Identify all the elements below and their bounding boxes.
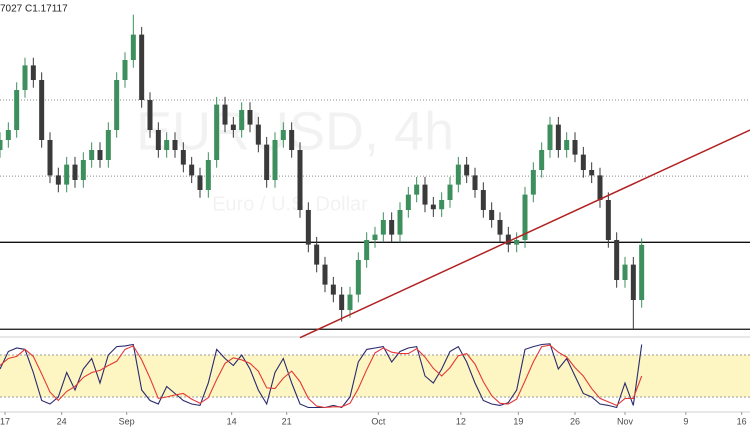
- candle-body: [605, 200, 611, 240]
- x-tick-label: 21: [282, 416, 292, 426]
- candle-body: [164, 140, 170, 150]
- candle-body: [447, 184, 453, 200]
- x-tick-label: 14: [227, 416, 237, 426]
- candle-body: [97, 150, 103, 160]
- candle-body: [455, 164, 461, 185]
- candle-body: [297, 150, 303, 210]
- oscillator-line: [0, 344, 643, 409]
- candle-body: [539, 150, 545, 170]
- candle-body: [589, 170, 595, 176]
- candle-body: [472, 175, 478, 190]
- candle-body: [105, 130, 111, 160]
- x-tick-label: Nov: [617, 416, 634, 426]
- candle-body: [505, 234, 511, 245]
- candle-body: [155, 130, 161, 150]
- candle-body: [47, 140, 53, 176]
- candle-body: [380, 220, 386, 235]
- x-tick-label: Sep: [119, 416, 135, 426]
- candle-body: [555, 124, 561, 150]
- candle-body: [289, 130, 295, 150]
- candle-body: [622, 264, 628, 280]
- candle-body: [214, 104, 220, 160]
- candle-body: [80, 160, 86, 180]
- x-tick-label: 17: [0, 416, 10, 426]
- candle-body: [580, 154, 586, 170]
- candle-body: [639, 244, 645, 300]
- candle-body: [405, 194, 411, 210]
- candle-body: [255, 124, 261, 145]
- candle-body: [114, 80, 120, 130]
- candle-body: [414, 184, 420, 195]
- trend-line: [299, 129, 750, 339]
- candle-body: [372, 234, 378, 240]
- candle-body: [72, 164, 78, 180]
- candle-body: [397, 210, 403, 235]
- candle-body: [480, 190, 486, 210]
- candle-body: [239, 110, 245, 130]
- candle-body: [5, 130, 11, 140]
- watermark: EURUSD, 4h: [136, 101, 454, 161]
- candle-body: [630, 264, 636, 300]
- candle-body: [439, 200, 445, 210]
- header-text: 7027 C1.17117: [0, 4, 68, 15]
- x-tick-label: 16: [737, 416, 747, 426]
- candle-body: [314, 244, 320, 265]
- candle-body: [89, 150, 95, 160]
- candle-body: [22, 65, 28, 90]
- candle-body: [572, 140, 578, 155]
- oscillator-line: [0, 343, 643, 409]
- candle-body: [530, 170, 536, 195]
- candle-body: [205, 160, 211, 190]
- candle-body: [180, 150, 186, 165]
- candle-body: [364, 240, 370, 260]
- candle-body: [30, 65, 36, 80]
- candle-body: [547, 124, 553, 150]
- x-tick-label: 26: [570, 416, 580, 426]
- candle-body: [597, 175, 603, 200]
- candle-body: [130, 34, 136, 60]
- candle-body: [430, 204, 436, 210]
- candle-body: [189, 164, 195, 176]
- candle-body: [280, 130, 286, 140]
- candle-body: [147, 100, 153, 130]
- candle-body: [322, 264, 328, 285]
- candle-body: [305, 210, 311, 245]
- candle-body: [139, 34, 145, 100]
- candle-body: [497, 220, 503, 235]
- candle-body: [247, 110, 253, 125]
- candle-body: [39, 80, 45, 140]
- candle-body: [272, 140, 278, 180]
- candle-body: [514, 240, 520, 245]
- candle-body: [264, 144, 270, 180]
- candle-body: [55, 175, 61, 185]
- candle-body: [172, 140, 178, 150]
- x-tick-label: 12: [456, 416, 466, 426]
- candle-body: [389, 220, 395, 235]
- candle-body: [0, 140, 3, 150]
- x-tick-label: 19: [513, 416, 523, 426]
- candle-body: [64, 164, 70, 185]
- candle-body: [197, 175, 203, 190]
- oscillator-band: [0, 355, 750, 397]
- candle-body: [347, 294, 353, 310]
- candle-body: [222, 104, 228, 125]
- x-tick-label: 24: [57, 416, 67, 426]
- candle-body: [14, 90, 20, 130]
- candle-body: [564, 140, 570, 150]
- candle-body: [522, 194, 528, 240]
- x-tick-label: Oct: [371, 416, 386, 426]
- watermark-subtitle: Euro / U.S. Dollar: [212, 193, 368, 215]
- x-tick-label: 9: [683, 416, 688, 426]
- candle-body: [355, 260, 361, 295]
- candle-body: [230, 124, 236, 130]
- candle-body: [464, 164, 470, 176]
- candle-body: [614, 240, 620, 280]
- candle-body: [422, 184, 428, 205]
- candle-body: [122, 60, 128, 80]
- candle-body: [330, 284, 336, 295]
- candle-body: [489, 210, 495, 220]
- candle-body: [339, 294, 345, 310]
